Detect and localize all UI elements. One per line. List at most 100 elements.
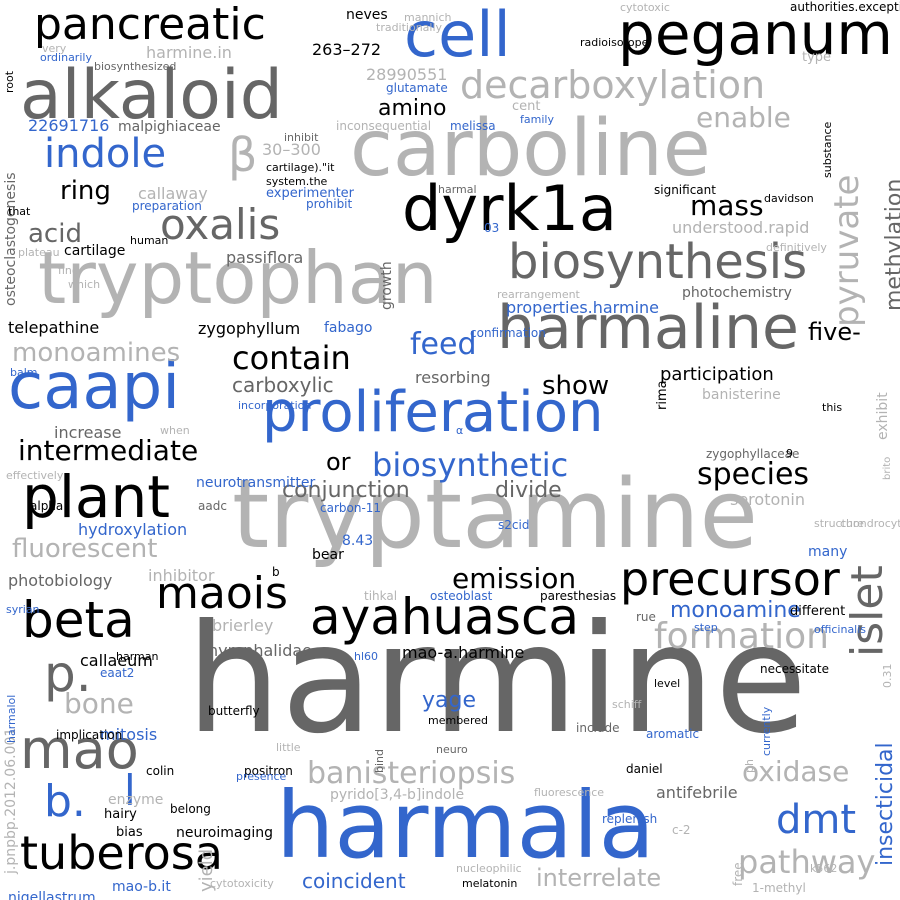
cloud-word: aadc xyxy=(198,499,227,513)
cloud-word: coincident xyxy=(302,869,406,893)
cloud-word: or xyxy=(326,448,351,476)
cloud-word: enable xyxy=(696,101,791,134)
cloud-word: monoamines xyxy=(12,338,181,368)
cloud-word: pancreatic xyxy=(34,0,266,50)
cloud-word: schiff xyxy=(612,698,642,711)
cloud-word: paresthesias xyxy=(540,589,617,603)
cloud-word: species xyxy=(697,457,810,492)
cloud-word: that xyxy=(8,205,31,218)
cloud-word: when xyxy=(160,424,190,437)
cloud-word: 0.31 xyxy=(881,663,894,689)
cloud-word: carboline xyxy=(350,104,711,194)
cloud-word: cytotoxic xyxy=(620,1,670,14)
cloud-word: s2cid xyxy=(498,518,530,532)
cloud-word: incorporation xyxy=(238,399,312,412)
cloud-word: intermediate xyxy=(18,434,199,467)
cloud-word: 03 xyxy=(484,221,500,235)
cloud-word: experimenter xyxy=(266,186,355,201)
cloud-word: divide xyxy=(495,478,562,503)
cloud-word: which xyxy=(68,278,101,291)
cloud-word: nucleophilic xyxy=(456,862,522,875)
cloud-word: decarboxylation xyxy=(460,63,766,107)
cloud-word: oxidase xyxy=(742,755,850,788)
cloud-word: effectively xyxy=(6,469,64,482)
cloud-word: tihkal xyxy=(364,589,398,603)
cloud-word: biosynthesis xyxy=(508,234,808,290)
cloud-word: antifebrile xyxy=(656,783,738,802)
cloud-word: belong xyxy=(170,802,211,816)
cloud-word: colin xyxy=(146,764,175,778)
cloud-word: biosynthetic xyxy=(372,446,569,484)
cloud-word: find xyxy=(58,264,79,277)
cloud-word: davidson xyxy=(764,192,814,205)
cloud-word: substance xyxy=(821,121,834,178)
cloud-word: serotonin xyxy=(730,490,805,509)
cloud-word: confirmation xyxy=(470,326,546,340)
cloud-word: ordinarily xyxy=(40,51,92,64)
cloud-word: 9 xyxy=(786,447,793,460)
cloud-word: α xyxy=(456,424,464,437)
cloud-word: islet xyxy=(842,565,893,657)
cloud-word: growth xyxy=(379,261,395,310)
cloud-word: nigellastrum xyxy=(8,890,96,900)
cloud-word: telepathine xyxy=(8,318,100,337)
cloud-word: k562 xyxy=(810,862,838,875)
cloud-word: cell xyxy=(404,0,511,71)
cloud-word: positron xyxy=(244,764,293,778)
cloud-word: mao-a.harmine xyxy=(402,643,525,662)
cloud-word: preparation xyxy=(132,199,202,213)
cloud-word: show xyxy=(542,371,610,401)
cloud-word: traditionally xyxy=(376,21,443,34)
cloud-word: insecticidal xyxy=(873,742,898,866)
cloud-word: banisteriopsis xyxy=(307,756,516,791)
cloud-word: malpighiaceae xyxy=(118,119,221,135)
cloud-word: beta xyxy=(22,591,135,649)
cloud-word: harmala xyxy=(276,772,655,879)
cloud-word: proliferation xyxy=(262,380,604,445)
cloud-word: hl60 xyxy=(354,650,379,663)
cloud-word: yage xyxy=(422,688,477,713)
cloud-word: photobiology xyxy=(8,571,113,590)
cloud-word: neuro xyxy=(436,743,468,756)
cloud-word: harmine.in xyxy=(146,43,232,62)
cloud-word: fluorescent xyxy=(12,534,158,564)
cloud-word: plateau xyxy=(18,246,60,259)
cloud-word: neuroimaging xyxy=(176,825,274,841)
cloud-word: membered xyxy=(428,714,488,727)
cloud-word: daniel xyxy=(626,762,663,776)
cloud-word: mass xyxy=(690,189,764,222)
cloud-word: different xyxy=(790,604,846,619)
cloud-word: type xyxy=(802,50,832,65)
cloud-word: 1-methyl xyxy=(752,881,806,895)
cloud-word: osteoclastogenesis xyxy=(3,172,19,306)
cloud-word: harmaline xyxy=(497,293,799,363)
cloud-word: tryptophan xyxy=(38,236,438,320)
cloud-word: step xyxy=(694,621,718,634)
cloud-word: level xyxy=(654,677,681,690)
cloud-word: harmalol xyxy=(5,694,18,743)
cloud-word: cent xyxy=(512,99,541,114)
cloud-word: this xyxy=(822,401,843,414)
cloud-word: pyruvate xyxy=(827,174,867,327)
cloud-word: fabago xyxy=(324,320,373,336)
cloud-word: bias xyxy=(116,825,143,840)
cloud-word: alkaloid xyxy=(20,56,283,135)
cloud-word: mao xyxy=(20,718,139,781)
cloud-word: alpha xyxy=(30,499,64,513)
cloud-word: mao-b.it xyxy=(112,879,171,895)
cloud-word: many xyxy=(808,544,848,560)
cloud-word: oxalis xyxy=(160,200,281,249)
cloud-word: b. xyxy=(44,776,86,827)
cloud-word: interrelate xyxy=(536,864,662,892)
cloud-word: cartilage)."it xyxy=(266,161,335,174)
cloud-word: brito xyxy=(882,456,893,480)
cloud-word: bear xyxy=(312,547,344,563)
cloud-word: monoamine xyxy=(670,598,801,623)
cloud-word: cytotoxicity xyxy=(210,877,274,890)
cloud-word: carbon-11 xyxy=(320,501,382,515)
cloud-word: 8.43 xyxy=(342,533,374,549)
cloud-word: tuberosa xyxy=(20,826,223,880)
cloud-word: necessitate xyxy=(760,662,829,676)
cloud-word: maois xyxy=(156,568,288,619)
cloud-word: carboxylic xyxy=(232,373,334,397)
